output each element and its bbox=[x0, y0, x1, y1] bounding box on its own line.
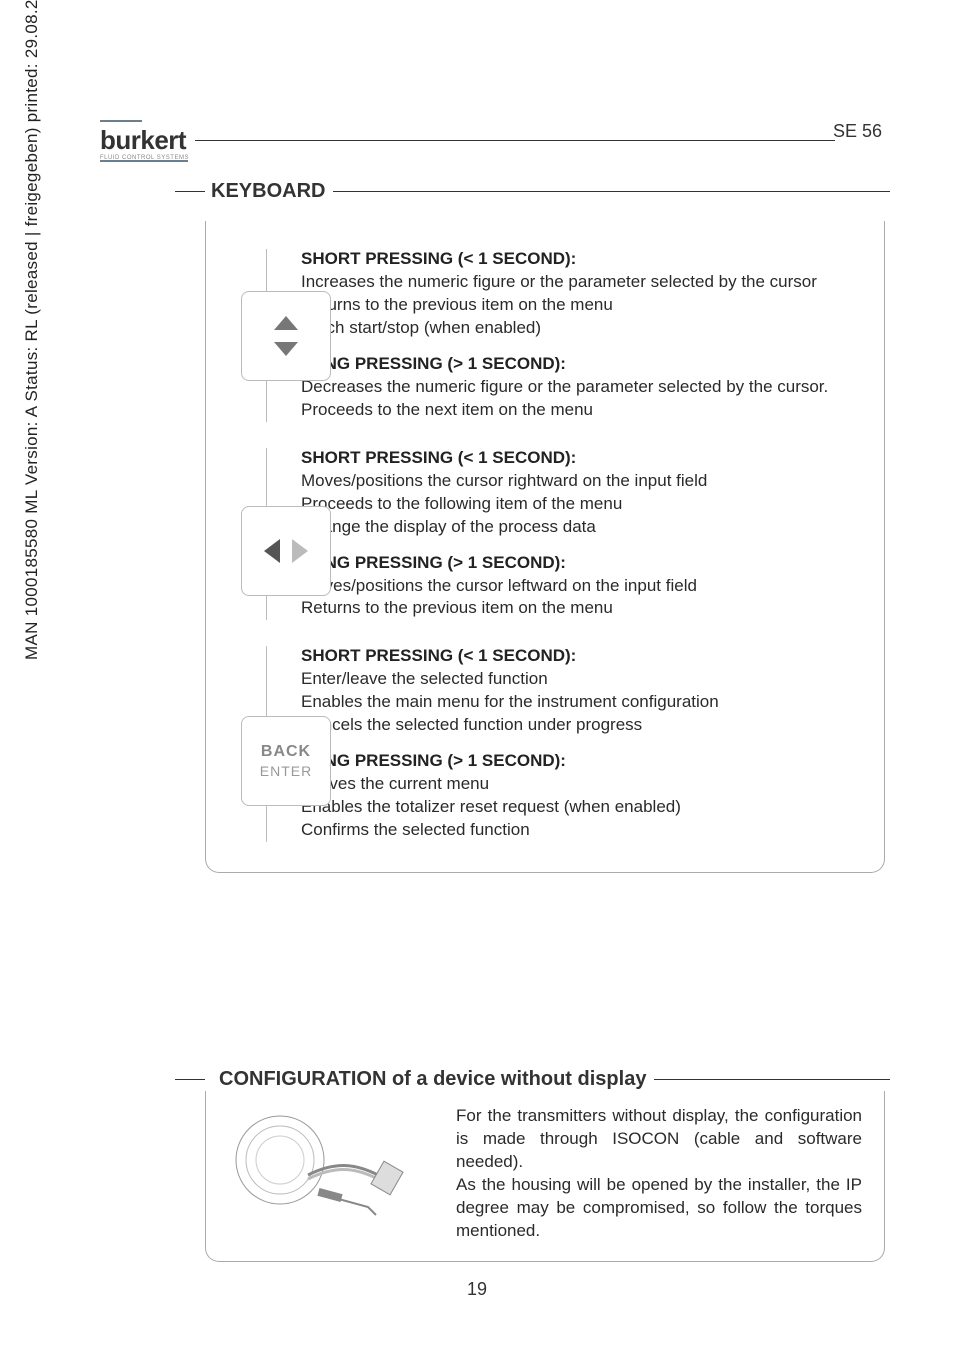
leftright-key-icon bbox=[241, 506, 331, 596]
sp-line: Moves/positions the cursor rightward on … bbox=[301, 470, 854, 493]
lp-line: Moves/positions the cursor leftward on t… bbox=[301, 575, 854, 598]
sp-heading: SHORT PRESSING (< 1 SECOND): bbox=[301, 249, 854, 269]
title-tick-left bbox=[175, 191, 205, 192]
lp-line: Confirms the selected function bbox=[301, 819, 854, 842]
header-rule bbox=[195, 140, 835, 141]
sp-line: Enter/leave the selected function bbox=[301, 668, 854, 691]
logo-text: burkert bbox=[100, 125, 186, 155]
sp-line: Increases the numeric figure or the para… bbox=[301, 271, 854, 294]
back-label: BACK bbox=[261, 743, 311, 761]
sp-heading: SHORT PRESSING (< 1 SECOND): bbox=[301, 646, 854, 666]
sp-line: Returns to the previous item on the menu bbox=[301, 294, 854, 317]
config-title-row: CONFIGURATION of a device without displa… bbox=[175, 1068, 890, 1091]
keyboard-panel: SHORT PRESSING (< 1 SECOND): Increases t… bbox=[205, 221, 885, 873]
key-block-updown: SHORT PRESSING (< 1 SECOND): Increases t… bbox=[301, 249, 854, 422]
config-text-block: For the transmitters without display, th… bbox=[456, 1105, 862, 1243]
sp-line: Cancels the selected function under prog… bbox=[301, 714, 854, 737]
title-tick-left bbox=[175, 1079, 205, 1080]
document-code: SE 56 bbox=[833, 121, 882, 142]
title-rule-right bbox=[333, 191, 890, 192]
lp-heading: LONG PRESSING (> 1 SECOND): bbox=[301, 553, 854, 573]
enter-label: ENTER bbox=[260, 763, 312, 779]
back-enter-key-icon: BACK ENTER bbox=[241, 716, 331, 806]
updown-key-icon bbox=[241, 291, 331, 381]
lp-line: Enables the totalizer reset request (whe… bbox=[301, 796, 854, 819]
side-metadata-text: MAN 1000185580 ML Version: A Status: RL … bbox=[22, 0, 42, 660]
lp-line: Returns to the previous item on the menu bbox=[301, 597, 854, 620]
config-title: CONFIGURATION of a device without displa… bbox=[219, 1068, 646, 1091]
sp-line: Batch start/stop (when enabled) bbox=[301, 317, 854, 340]
sp-line: Proceeds to the following item of the me… bbox=[301, 493, 854, 516]
sp-line: Enables the main menu for the instrument… bbox=[301, 691, 854, 714]
title-rule-right bbox=[654, 1079, 890, 1080]
logo-subtitle: FLUID CONTROL SYSTEMS bbox=[100, 155, 189, 161]
keyboard-title: KEYBOARD bbox=[211, 180, 325, 203]
lp-heading: LONG PRESSING (> 1 SECOND): bbox=[301, 751, 854, 771]
config-para: For the transmitters without display, th… bbox=[456, 1105, 862, 1174]
page-number: 19 bbox=[0, 1279, 954, 1300]
document-page: MAN 1000185580 ML Version: A Status: RL … bbox=[0, 0, 954, 1352]
sp-line: Change the display of the process data bbox=[301, 516, 854, 539]
key-block-leftright: SHORT PRESSING (< 1 SECOND): Moves/posit… bbox=[301, 448, 854, 621]
lp-line: Decreases the numeric figure or the para… bbox=[301, 376, 854, 399]
arrow-up-down-icon bbox=[266, 312, 306, 360]
config-panel: For the transmitters without display, th… bbox=[205, 1091, 885, 1262]
sp-heading: SHORT PRESSING (< 1 SECOND): bbox=[301, 448, 854, 468]
keyboard-section: KEYBOARD SHORT PRESSING (< 1 SECOND): In… bbox=[100, 180, 890, 873]
transmitter-cable-illustration bbox=[228, 1105, 438, 1225]
config-section: CONFIGURATION of a device without displa… bbox=[100, 1068, 890, 1262]
lp-line: Proceeds to the next item on the menu bbox=[301, 399, 854, 422]
config-para: As the housing will be opened by the ins… bbox=[456, 1174, 862, 1243]
key-block-backenter: BACK ENTER SHORT PRESSING (< 1 SECOND): … bbox=[301, 646, 854, 842]
lp-heading: LONG PRESSING (> 1 SECOND): bbox=[301, 354, 854, 374]
arrow-left-right-icon bbox=[260, 533, 312, 569]
lp-line: Leaves the current menu bbox=[301, 773, 854, 796]
keyboard-title-row: KEYBOARD bbox=[175, 180, 890, 203]
